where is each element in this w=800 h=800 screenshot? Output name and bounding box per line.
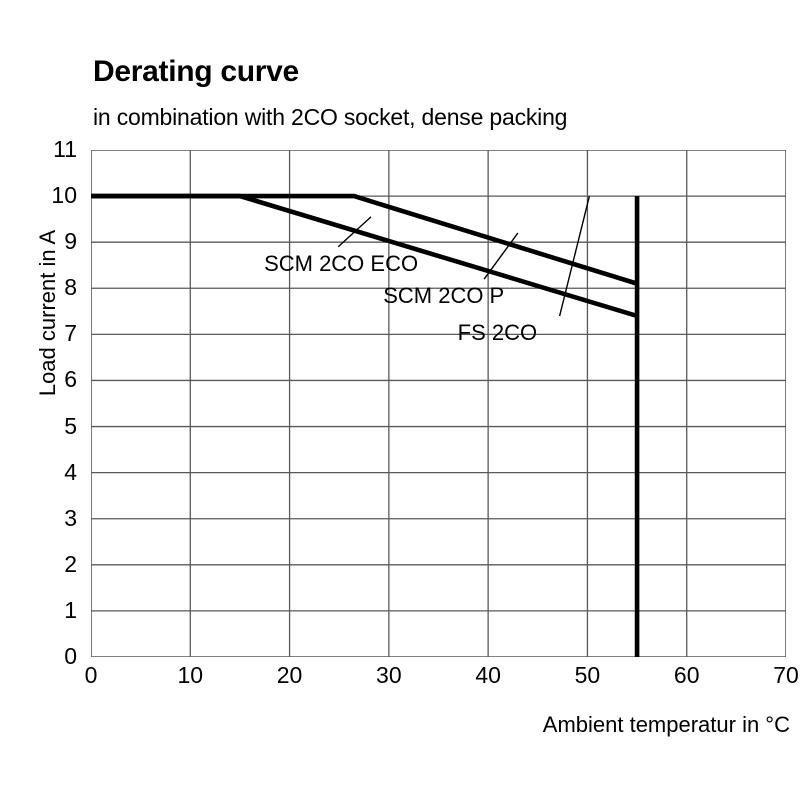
x-tick-label: 60 xyxy=(673,662,700,688)
plot-area xyxy=(91,150,786,657)
y-tick-label: 11 xyxy=(53,136,77,162)
y-tick-label: 0 xyxy=(64,643,77,669)
y-tick-label: 3 xyxy=(64,504,77,531)
chart-canvas xyxy=(91,150,786,657)
y-tick-label: 5 xyxy=(64,412,77,439)
curve-scm-2co-p xyxy=(91,193,638,286)
leader-line xyxy=(337,216,372,248)
leader-line xyxy=(483,232,519,280)
x-tick-label: 20 xyxy=(276,662,303,688)
x-tick-label: 50 xyxy=(574,662,601,688)
page-title: Derating curve xyxy=(93,55,299,88)
x-tick-label: 70 xyxy=(773,662,799,688)
curve-label-scm-2co-p: SCM 2CO P xyxy=(383,283,505,309)
curve-label-fs-2co: FS 2CO xyxy=(457,320,538,346)
x-tick-label: 40 xyxy=(475,662,501,688)
x-axis-label: Ambient temperatur in °C xyxy=(542,712,790,737)
y-tick-label: 8 xyxy=(64,274,77,301)
x-tick-label: 0 xyxy=(84,662,98,688)
y-tick-label: 9 xyxy=(64,228,77,255)
leader-line xyxy=(558,195,591,317)
x-tick-label: 30 xyxy=(376,662,402,688)
page-subtitle: in combination with 2CO socket, dense pa… xyxy=(93,104,568,130)
y-axis-label: Load current in A xyxy=(35,229,60,397)
y-tick-label: 1 xyxy=(64,596,77,623)
y-tick-label: 10 xyxy=(51,182,77,209)
y-tick-label: 4 xyxy=(64,458,77,485)
y-tick-label: 6 xyxy=(64,366,77,393)
y-tick-label: 2 xyxy=(64,550,77,577)
curve-label-scm-2co-eco: SCM 2CO ECO xyxy=(264,250,419,276)
y-tick-label: 7 xyxy=(64,320,77,347)
x-tick-label: 10 xyxy=(177,662,204,688)
